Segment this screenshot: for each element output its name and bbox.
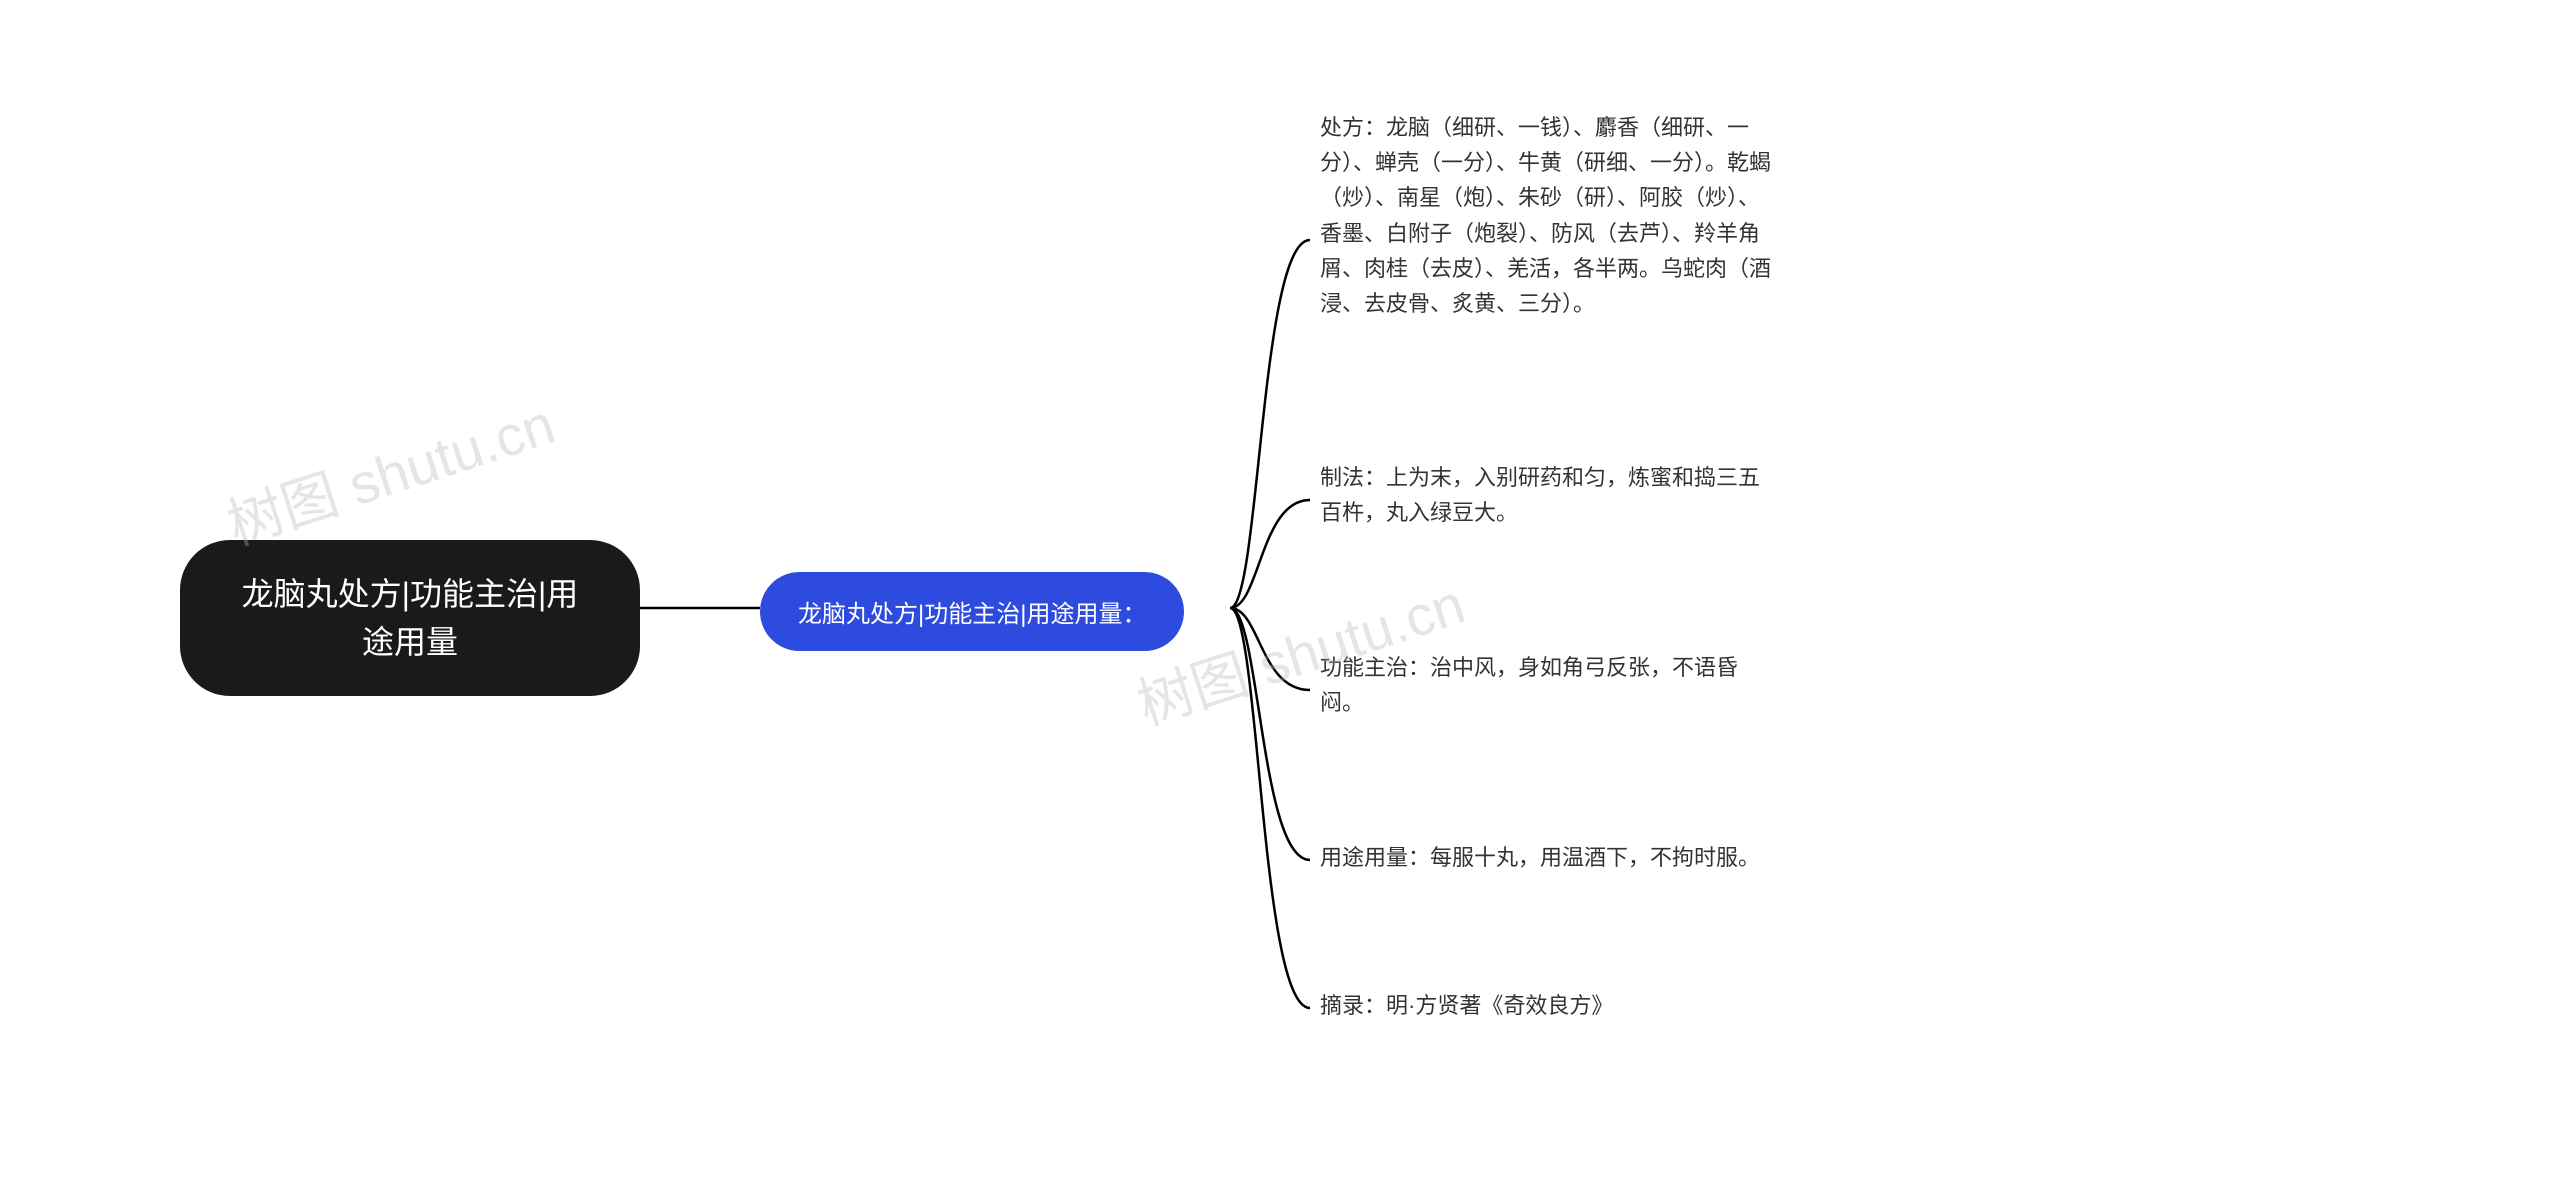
leaf-node: 功能主治：治中风，身如角弓反张，不语昏闷。 xyxy=(1320,650,1780,720)
level1-node: 龙脑丸处方|功能主治|用途用量： xyxy=(760,572,1184,651)
leaf-node: 制法：上为末，入别研药和匀，炼蜜和捣三五百杵，丸入绿豆大。 xyxy=(1320,460,1780,530)
leaf-label: 功能主治：治中风，身如角弓反张，不语昏闷。 xyxy=(1320,650,1780,720)
leaf-label: 摘录：明·方贤著《奇效良方》 xyxy=(1320,988,1613,1023)
leaf-label: 制法：上为末，入别研药和匀，炼蜜和捣三五百杵，丸入绿豆大。 xyxy=(1320,460,1780,530)
leaf-node: 用途用量：每服十丸，用温酒下，不拘时服。 xyxy=(1320,840,1780,875)
leaf-label: 用途用量：每服十丸，用温酒下，不拘时服。 xyxy=(1320,840,1760,875)
leaf-label: 处方：龙脑（细研、一钱）、麝香（细研、一分）、蝉壳（一分）、牛黄（研细、一分）。… xyxy=(1320,110,1780,321)
root-node: 龙脑丸处方|功能主治|用途用量 xyxy=(180,540,640,696)
leaf-node: 处方：龙脑（细研、一钱）、麝香（细研、一分）、蝉壳（一分）、牛黄（研细、一分）。… xyxy=(1320,110,1780,321)
level1-label: 龙脑丸处方|功能主治|用途用量： xyxy=(798,594,1146,629)
watermark: 树图 shutu.cn xyxy=(216,380,564,562)
root-label: 龙脑丸处方|功能主治|用途用量 xyxy=(230,570,590,666)
leaf-node: 摘录：明·方贤著《奇效良方》 xyxy=(1320,988,1780,1023)
